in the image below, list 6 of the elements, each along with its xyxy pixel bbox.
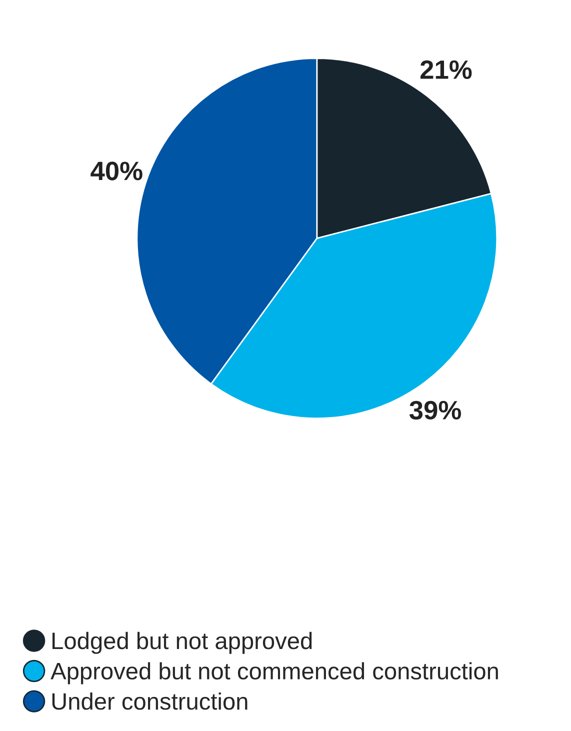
data-label: 39% — [409, 400, 461, 420]
legend-label: Lodged but not approved — [52, 632, 312, 654]
legend-label: Approved but not commenced construction — [50, 662, 498, 684]
data-label: 40% — [90, 162, 142, 180]
data-label: 21% — [420, 60, 472, 79]
legend-label: Under construction — [52, 692, 248, 710]
